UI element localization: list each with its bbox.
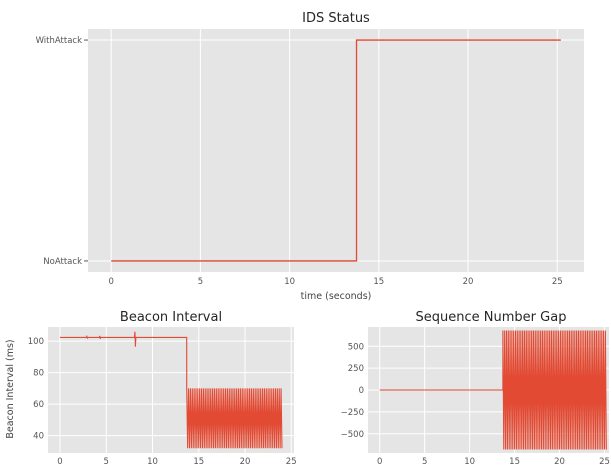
x-tick-label: 10 [284, 277, 295, 287]
y-tick-label: 100 [28, 337, 44, 347]
x-tick-label: 10 [464, 457, 475, 467]
ids-status-title: IDS Status [302, 11, 370, 26]
y-tick-label: WithAttack [36, 36, 83, 46]
x-tick-label: 15 [193, 457, 204, 467]
beacon-interval-plot: 0 5 10 15 20 25 40 60 80 100 [28, 327, 297, 467]
y-tick-label: 500 [348, 342, 364, 352]
ids-status-plot: 0 5 10 15 20 25 NoAttack WithAttack [36, 29, 584, 287]
x-tick-label: 25 [552, 277, 563, 287]
series-line [379, 330, 607, 450]
y-tick-label: NoAttack [43, 257, 82, 267]
ids-status-x-axis-label: time (seconds) [301, 291, 372, 302]
x-tick-label: 5 [198, 277, 203, 287]
x-tick-label: 15 [509, 457, 520, 467]
x-tick-label: 0 [108, 277, 113, 287]
y-tick-label: 250 [348, 364, 364, 374]
x-tick-label: 15 [373, 277, 384, 287]
x-tick-label: 20 [554, 457, 565, 467]
y-tick-label: 40 [33, 432, 44, 442]
x-tick-label: 25 [599, 457, 610, 467]
series-line [111, 39, 561, 262]
x-tick-label: 0 [377, 457, 382, 467]
x-tick-label: 5 [422, 457, 427, 467]
y-tick-label: −250 [341, 408, 364, 418]
beacon-interval-y-axis-label: Beacon Interval (ms) [5, 339, 16, 438]
x-tick-label: 20 [240, 457, 251, 467]
series-line [60, 331, 283, 449]
x-tick-label: 10 [147, 457, 158, 467]
x-tick-label: 20 [463, 277, 474, 287]
sequence-number-gap-title: Sequence Number Gap [416, 310, 567, 325]
y-tick-label: 0 [359, 386, 364, 396]
x-tick-label: 0 [57, 457, 62, 467]
y-tick-label: 80 [33, 369, 44, 379]
x-tick-label: 5 [104, 457, 109, 467]
y-tick-label: −500 [341, 430, 364, 440]
x-tick-label: 25 [286, 457, 297, 467]
beacon-interval-title: Beacon Interval [120, 310, 222, 325]
plot-background [88, 29, 584, 272]
sequence-number-gap-plot: 0 5 10 15 20 25 −500 −250 0 250 500 [341, 327, 610, 467]
y-tick-label: 60 [33, 400, 44, 410]
